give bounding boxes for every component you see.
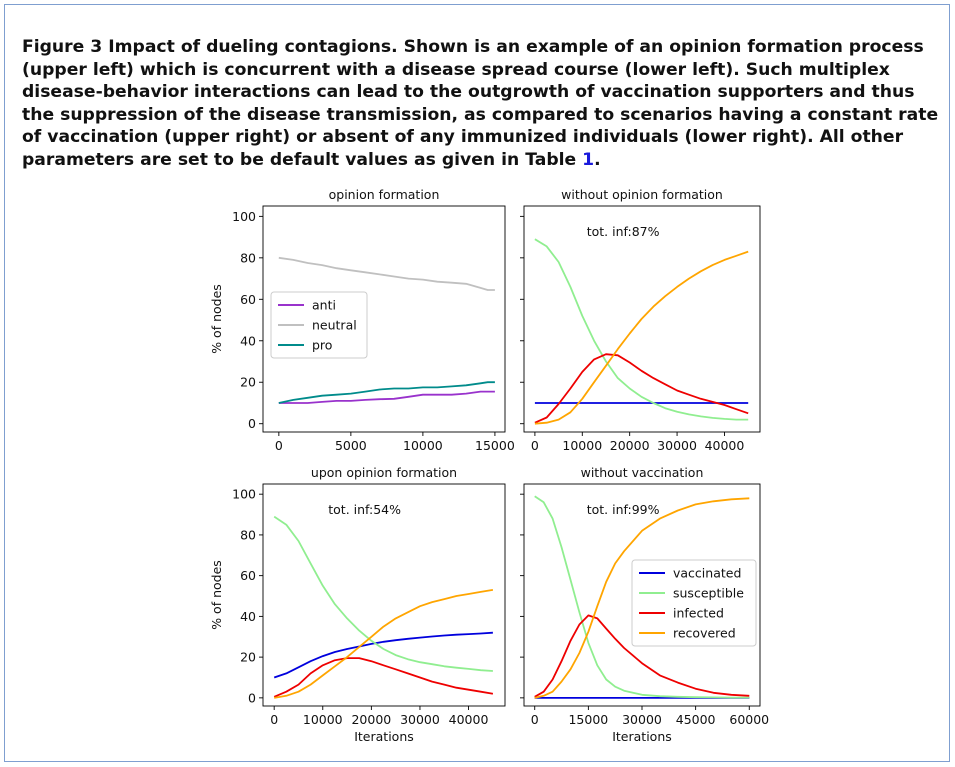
- series-pro: [278, 381, 495, 404]
- plot-frame: [262, 205, 506, 433]
- chart-title: without opinion formation: [561, 187, 723, 202]
- chart-title: without vaccination: [581, 465, 704, 480]
- x-tick-label: 30000: [657, 438, 697, 453]
- chart-br: without vaccination 0 15000 30000 45000 60000…: [520, 465, 769, 744]
- y-tick-label: 60: [240, 568, 256, 583]
- series-infected: [273, 657, 494, 698]
- x-tick-label: 10000: [562, 438, 602, 453]
- x-tick-label: 0: [531, 438, 539, 453]
- x-tick-label: 5000: [335, 438, 367, 453]
- x-tick-label: 15000: [475, 438, 515, 453]
- plot-frame: [262, 483, 506, 707]
- y-axis-label: % of nodes: [209, 284, 224, 354]
- x-tick-label: 15000: [568, 712, 608, 727]
- y-axis-label: % of nodes: [209, 560, 224, 630]
- series-neutral: [278, 256, 495, 291]
- legend-label-anti: anti: [312, 298, 336, 313]
- x-tick-label: 45000: [676, 712, 716, 727]
- series-anti: [278, 390, 495, 404]
- legend: vaccinated susceptible infected recovered: [631, 559, 757, 647]
- chart-tl: opinion formation 0 5000 10000 15000 0 20 40 60 8…: [209, 187, 515, 453]
- legend-box: [631, 559, 757, 647]
- series-infected: [534, 353, 749, 424]
- x-axis-label: Iterations: [612, 729, 672, 744]
- x-tick-label: 0: [531, 712, 539, 727]
- x-tick-label: 30000: [622, 712, 662, 727]
- y-tick-label: 20: [240, 375, 256, 390]
- y-tick-label: 20: [240, 650, 256, 665]
- table-ref-link[interactable]: 1: [582, 149, 595, 170]
- y-tick-label: 0: [248, 416, 256, 431]
- y-tick-label: 80: [240, 527, 256, 542]
- series-vaccinated: [273, 631, 493, 679]
- legend-label-pro: pro: [312, 338, 332, 353]
- chart-title: upon opinion formation: [311, 465, 457, 480]
- x-tick-label: 40000: [705, 438, 745, 453]
- series-recovered: [534, 497, 750, 699]
- annotation-total-infected: tot. inf:87%: [587, 224, 660, 239]
- y-tick-label: 80: [240, 250, 256, 265]
- legend-label-neutral: neutral: [312, 318, 357, 333]
- y-tick-label: 100: [232, 487, 256, 502]
- x-tick-label: 0: [270, 712, 278, 727]
- legend: anti neutral pro: [270, 291, 368, 359]
- annotation-total-infected: tot. inf:99%: [587, 502, 660, 517]
- legend-label-infected: infected: [673, 606, 724, 621]
- series-recovered: [534, 250, 749, 425]
- annotation-total-infected: tot. inf:54%: [328, 502, 401, 517]
- legend-label-recovered: recovered: [673, 626, 736, 641]
- x-tick-label: 10000: [303, 712, 343, 727]
- chart-bl: upon opinion formation 0 10000 20000 30000 40…: [209, 465, 506, 744]
- x-tick-label: 30000: [400, 712, 440, 727]
- x-tick-label: 40000: [449, 712, 489, 727]
- x-axis-label: Iterations: [354, 729, 414, 744]
- legend-label-vaccinated: vaccinated: [673, 566, 741, 581]
- figure-caption: Figure 3 Impact of dueling contagions. S…: [22, 36, 942, 171]
- y-tick-label: 60: [240, 292, 256, 307]
- series-infected: [534, 614, 750, 698]
- legend-box: [270, 291, 368, 359]
- chart-tr: without opinion formation 0 10000 20000 3000…: [520, 187, 761, 453]
- series-susceptible: [534, 238, 749, 421]
- x-tick-label: 20000: [351, 712, 391, 727]
- legend-label-susceptible: susceptible: [673, 586, 744, 601]
- caption-suffix: .: [594, 149, 601, 170]
- series-recovered: [274, 589, 494, 699]
- x-tick-label: 20000: [610, 438, 650, 453]
- chart-title: opinion formation: [329, 187, 440, 202]
- series-susceptible: [534, 495, 750, 699]
- caption-text: Figure 3 Impact of dueling contagions. S…: [22, 37, 939, 170]
- x-tick-label: 0: [275, 438, 283, 453]
- plot-frame: [523, 205, 761, 433]
- y-tick-label: 40: [240, 333, 256, 348]
- y-tick-label: 100: [232, 209, 256, 224]
- series-susceptible: [273, 515, 493, 672]
- x-tick-label: 60000: [729, 712, 769, 727]
- y-tick-label: 0: [248, 690, 256, 705]
- y-tick-label: 40: [240, 609, 256, 624]
- x-tick-label: 10000: [403, 438, 443, 453]
